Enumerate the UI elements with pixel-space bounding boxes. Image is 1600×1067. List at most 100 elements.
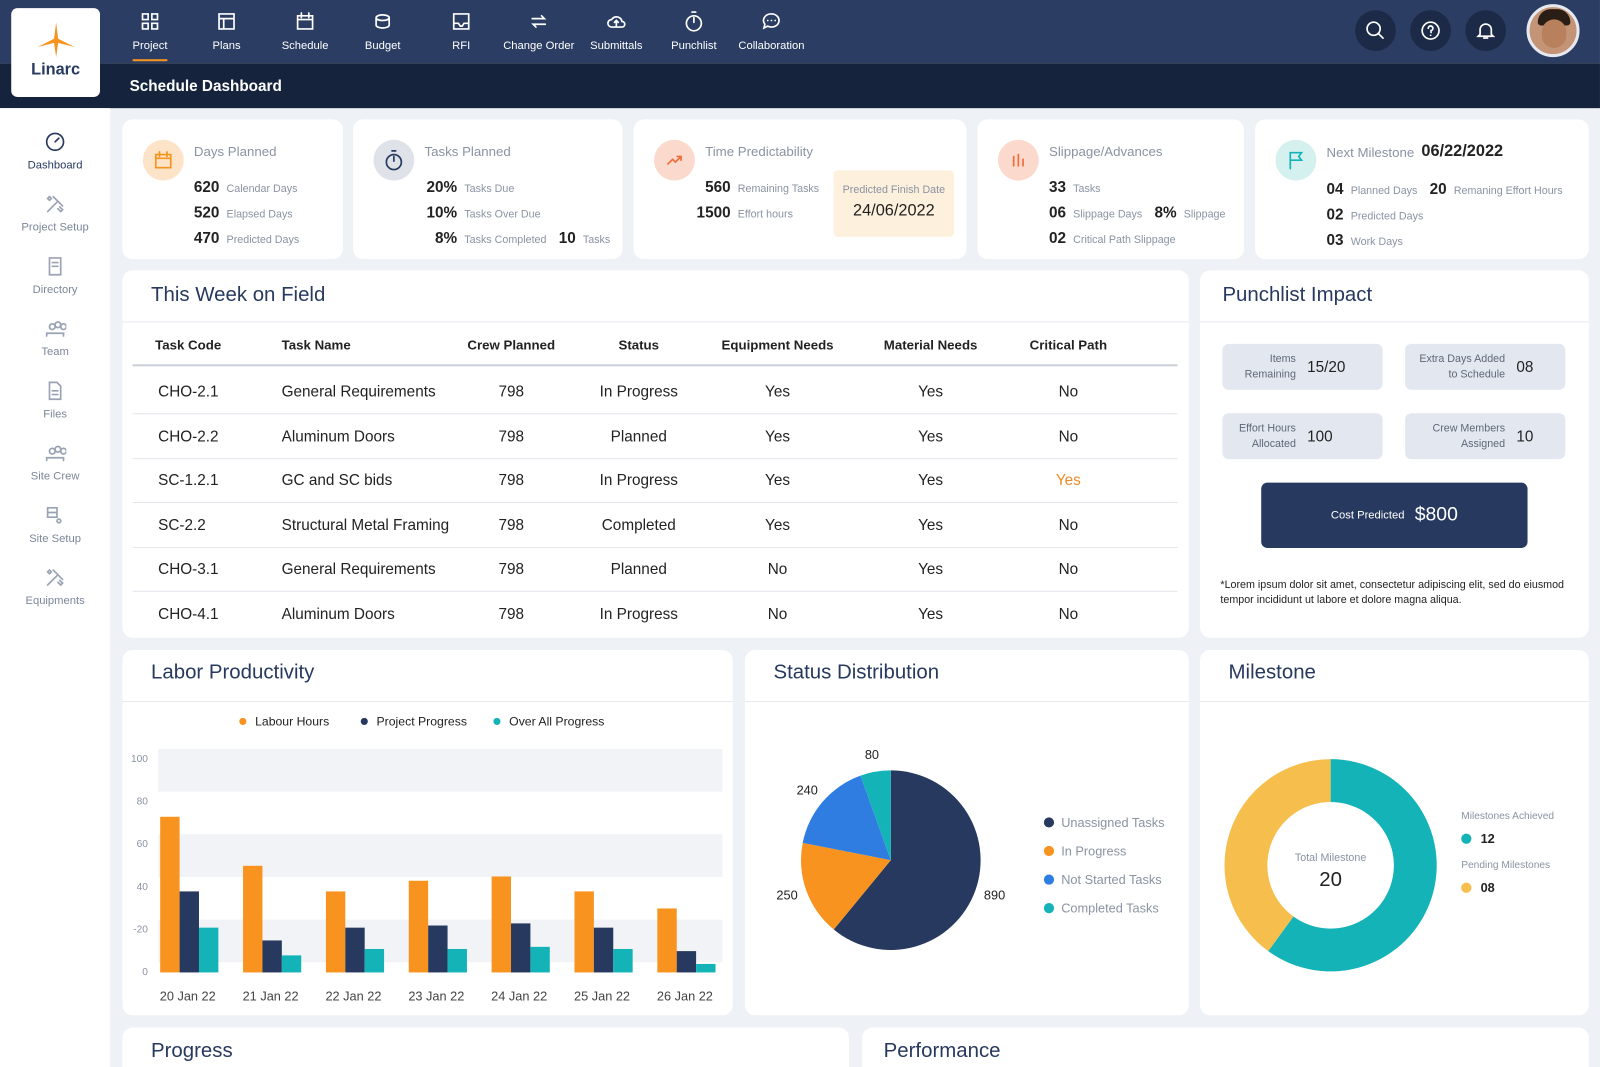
kpi-label: Slippage	[1183, 208, 1226, 221]
sidebar-label: Directory	[32, 283, 78, 296]
nav-item[interactable]: Schedule	[259, 8, 351, 61]
sidebar-item[interactable]: Project Setup	[0, 193, 110, 244]
header-icon	[1366, 21, 1384, 39]
nav-label: Schedule	[281, 39, 329, 53]
sidebar-item[interactable]: Site Crew	[0, 442, 110, 493]
column-header: Material Needs	[883, 337, 978, 353]
sidebar-icon	[48, 257, 62, 276]
table-cell: Yes	[918, 472, 944, 490]
row-divider	[132, 502, 1178, 504]
search-button[interactable]	[1355, 10, 1396, 52]
table-cell: 798	[498, 605, 524, 623]
nav-icon	[452, 13, 470, 30]
table-cell: Planned	[610, 561, 667, 579]
kpi-row: 02 Predicted Days	[1327, 202, 1563, 228]
divider	[1199, 321, 1589, 323]
nav-item[interactable]: Project	[104, 8, 196, 62]
kpi-label: Calendar Days	[226, 182, 298, 195]
divider	[1199, 701, 1589, 703]
kpi-label: Tasks	[1073, 182, 1101, 195]
table-cell: Completed	[601, 516, 676, 534]
kpi-label: Slippage Days	[1073, 208, 1143, 221]
kpi-row: 560 Remaining Tasks	[694, 174, 819, 200]
table-cell: In Progress	[599, 383, 678, 401]
kpi-label: Tasks	[582, 233, 611, 246]
kpi-value: 620	[193, 178, 220, 196]
chart-card	[1199, 649, 1589, 1016]
kpi-card: Slippage/Advances 33 Tasks 06 Slippage Days 8…	[977, 119, 1244, 260]
table-cell: Yes	[918, 383, 944, 401]
nav-item[interactable]: Budget	[337, 8, 429, 61]
column-header: Status	[618, 337, 660, 353]
notifications-button[interactable]	[1465, 10, 1507, 52]
table-cell: CHO-2.1	[158, 383, 219, 401]
chart-card	[122, 649, 733, 1016]
nav-item[interactable]: Plans	[181, 8, 273, 61]
table-cell: No	[1058, 561, 1079, 579]
kpi-row: 8% Tasks Completed 10 Tasks	[427, 226, 611, 252]
predicted-value: 24/06/2022	[853, 202, 935, 220]
nav-item[interactable]: Collaboration	[726, 8, 818, 61]
sidebar-item[interactable]: Site Setup	[0, 504, 110, 555]
kpi-glyph	[385, 150, 403, 171]
column-header: Task Code	[155, 337, 222, 353]
kpi-value: 04	[1326, 180, 1344, 198]
kpi-title: Slippage/Advances	[1048, 143, 1163, 160]
kpi-glyph	[154, 150, 172, 169]
kpi-label: Planned Days	[1350, 184, 1418, 197]
kpi-value: 10%	[426, 204, 458, 222]
kpi-card: Days Planned 620 Calendar Days 520 Elapsed D…	[122, 119, 343, 260]
header-rule	[132, 364, 1178, 367]
table-cell: No	[1058, 605, 1079, 623]
sidebar-icon	[45, 321, 67, 337]
nav-label: RFI	[452, 39, 471, 53]
kpi-rows: 560 Remaining Tasks 1500 Effort hours	[694, 174, 820, 225]
sidebar-item[interactable]: Team	[0, 317, 110, 368]
nav-item[interactable]: Submittals	[570, 8, 662, 61]
kpi-label: Elapsed Days	[226, 208, 293, 221]
logo[interactable]: Linarc	[11, 8, 100, 97]
sidebar-label: Site Setup	[29, 532, 81, 545]
tile-label: Items Remaining	[1244, 352, 1296, 381]
kpi-icon	[142, 139, 184, 181]
kpi-card: Time Predictability 560 Remaining Tasks 150…	[633, 119, 967, 260]
nav-icon	[296, 12, 314, 30]
section-card	[862, 1027, 1589, 1067]
sidebar-item[interactable]: Dashboard	[0, 131, 110, 182]
kpi-value: 33	[1048, 178, 1066, 196]
nav-item[interactable]: RFI	[415, 8, 507, 61]
sidebar-item[interactable]: Equipments	[0, 566, 110, 617]
table-cell: Yes	[765, 472, 791, 490]
punch-tile: Items Remaining 15/20	[1222, 343, 1383, 390]
active-indicator	[132, 59, 168, 62]
sidebar-icon	[45, 132, 65, 152]
footnote: *Lorem ipsum dolor sit amet, consectetur…	[1220, 578, 1565, 607]
kpi-label: Remaning Effort Hours	[1453, 184, 1563, 197]
tile-value: 15/20	[1307, 358, 1346, 376]
header-icon	[1421, 21, 1440, 40]
kpi-value: 8%	[435, 229, 458, 247]
table-cell: No	[1058, 427, 1079, 445]
nav-item[interactable]: Change Order	[493, 8, 585, 61]
kpi-glyph	[1012, 153, 1024, 167]
sidebar-item[interactable]: Directory	[0, 255, 110, 306]
chart-title: Milestone	[1228, 661, 1316, 684]
top-bar	[0, 0, 1600, 64]
tile-label: Extra Days Added to Schedule	[1419, 352, 1506, 381]
table-cell: SC-2.2	[158, 516, 206, 534]
tile-label: Effort Hours Allocated	[1238, 421, 1296, 450]
kpi-label: Tasks Due	[464, 182, 515, 195]
sidebar	[0, 108, 111, 1067]
tile-label: Crew Members Assigned	[1432, 421, 1506, 450]
sidebar-icon	[46, 195, 64, 213]
kpi-title: Next Milestone 06/22/2022	[1326, 142, 1504, 161]
avatar[interactable]	[1526, 4, 1580, 58]
kpi-rows: 20% Tasks Due 10% Tasks Over Due 8% Tasks Com…	[427, 174, 611, 251]
help-button[interactable]	[1410, 10, 1452, 52]
sidebar-item[interactable]: Files	[0, 380, 110, 431]
table-cell: No	[1058, 383, 1079, 401]
nav-item[interactable]: Punchlist	[648, 8, 740, 61]
table-cell: Yes	[918, 427, 944, 445]
cost-button[interactable]: Cost Predicted $800	[1261, 482, 1528, 548]
column-header: Crew Planned	[467, 337, 556, 353]
